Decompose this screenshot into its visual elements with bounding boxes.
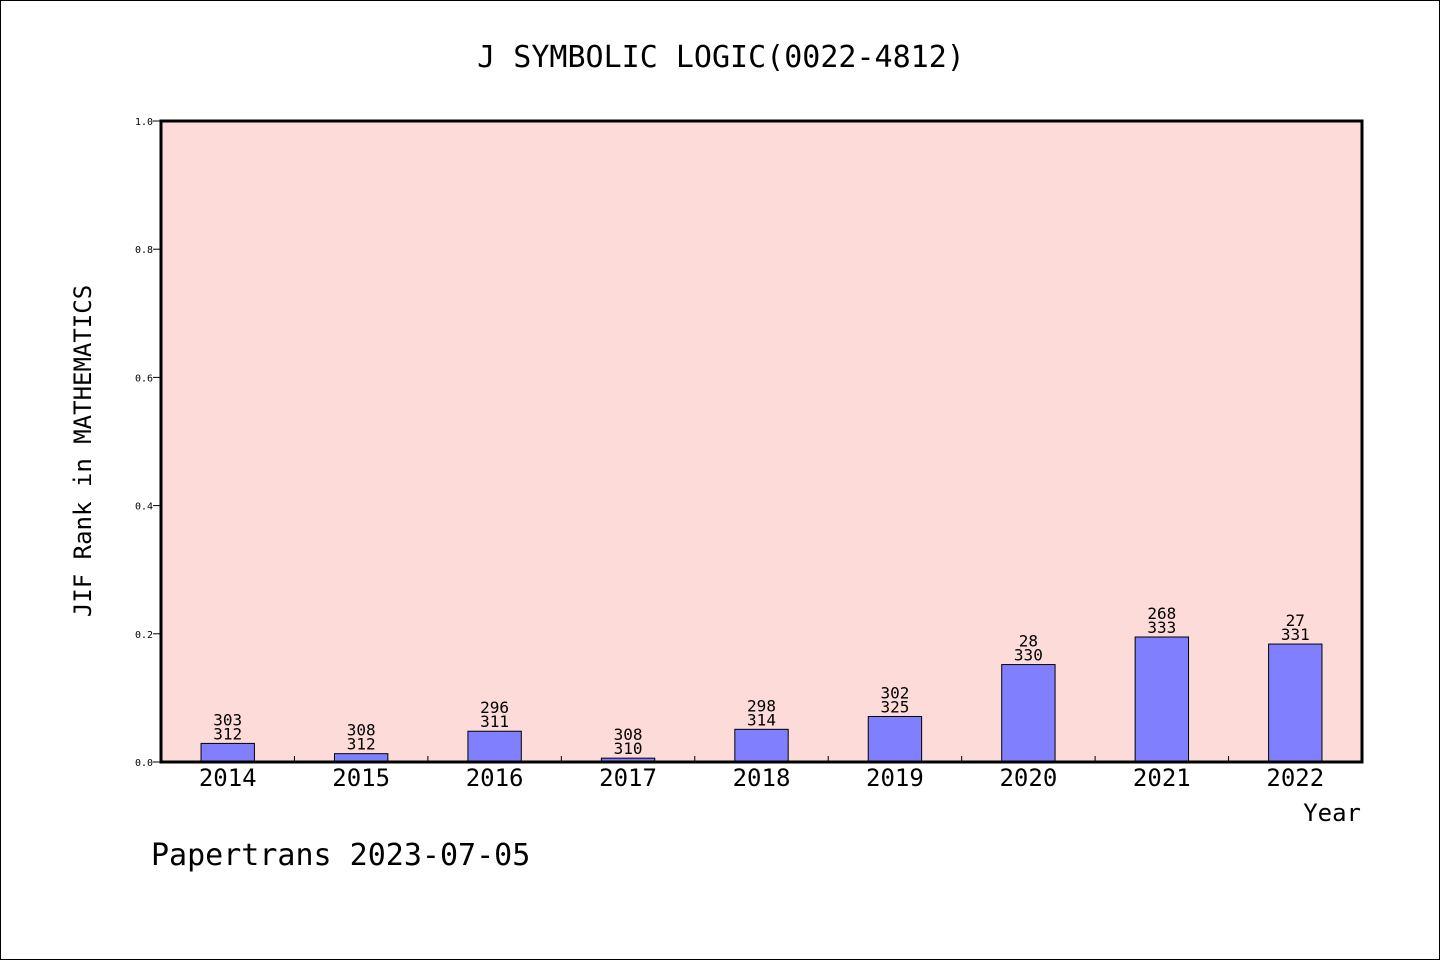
bar-label-rank: 308 <box>347 721 376 740</box>
bar-label-total: 312 <box>213 724 242 743</box>
bar-label-rank: 303 <box>213 710 242 729</box>
bar-label-total: 310 <box>614 739 643 758</box>
bar-label-rank: 308 <box>614 725 643 744</box>
x-tick-label: 2021 <box>1133 764 1191 792</box>
bar-label-total: 325 <box>880 697 909 716</box>
y-axis: 0.0 0.2 0.4 0.6 0.8 1.0 <box>135 117 161 769</box>
bar-label-total: 312 <box>347 735 376 754</box>
bar-2022 <box>1268 643 1323 763</box>
x-axis: 2014 2015 2016 2017 2018 2019 2020 2021 2022 <box>199 756 1324 792</box>
bar-label-rank: 27 <box>1286 611 1305 630</box>
x-tick-label: 2015 <box>332 764 390 792</box>
y-tick-label: 0.0 <box>135 758 153 769</box>
y-axis-label: JIF Rank in MATHEMATICS <box>69 285 97 617</box>
bar-2019 <box>867 715 923 763</box>
bar-label-total: 333 <box>1147 618 1176 637</box>
bar-2014 <box>200 742 255 763</box>
footer-credit: Papertrans 2023-07-05 <box>151 838 530 873</box>
bar-2018 <box>734 728 789 763</box>
y-tick-label: 1.0 <box>135 117 153 128</box>
bar-label-rank: 296 <box>480 698 509 717</box>
y-tick-label: 0.4 <box>135 502 153 513</box>
y-tick-label: 0.2 <box>135 630 153 641</box>
x-tick-label: 2018 <box>733 764 791 792</box>
bar-2021 <box>1134 636 1190 763</box>
x-tick-label: 2016 <box>466 764 524 792</box>
bar-label-rank: 28 <box>1019 632 1038 651</box>
x-tick-label: 2020 <box>999 764 1057 792</box>
y-tick-label: 0.8 <box>135 245 153 256</box>
x-tick-label: 2014 <box>199 764 257 792</box>
plot-border <box>159 119 1364 764</box>
bar-label-rank: 302 <box>880 683 909 702</box>
bar-label-rank: 298 <box>747 696 776 715</box>
bar-2016 <box>467 730 522 763</box>
bar-label-rank: 268 <box>1147 604 1176 623</box>
bar-label-total: 311 <box>480 712 509 731</box>
x-tick-label: 2022 <box>1266 764 1324 792</box>
bar-2020 <box>1001 664 1056 763</box>
x-tick-label: 2017 <box>599 764 657 792</box>
bar-label-total: 330 <box>1014 646 1043 665</box>
bar-label-total: 331 <box>1281 625 1310 644</box>
y-tick-label: 0.6 <box>135 373 153 384</box>
chart-title: J SYMBOLIC LOGIC(0022-4812) <box>477 40 965 75</box>
bar-label-total: 314 <box>747 710 776 729</box>
x-axis-label: Year <box>1303 799 1361 827</box>
x-tick-label: 2019 <box>866 764 924 792</box>
